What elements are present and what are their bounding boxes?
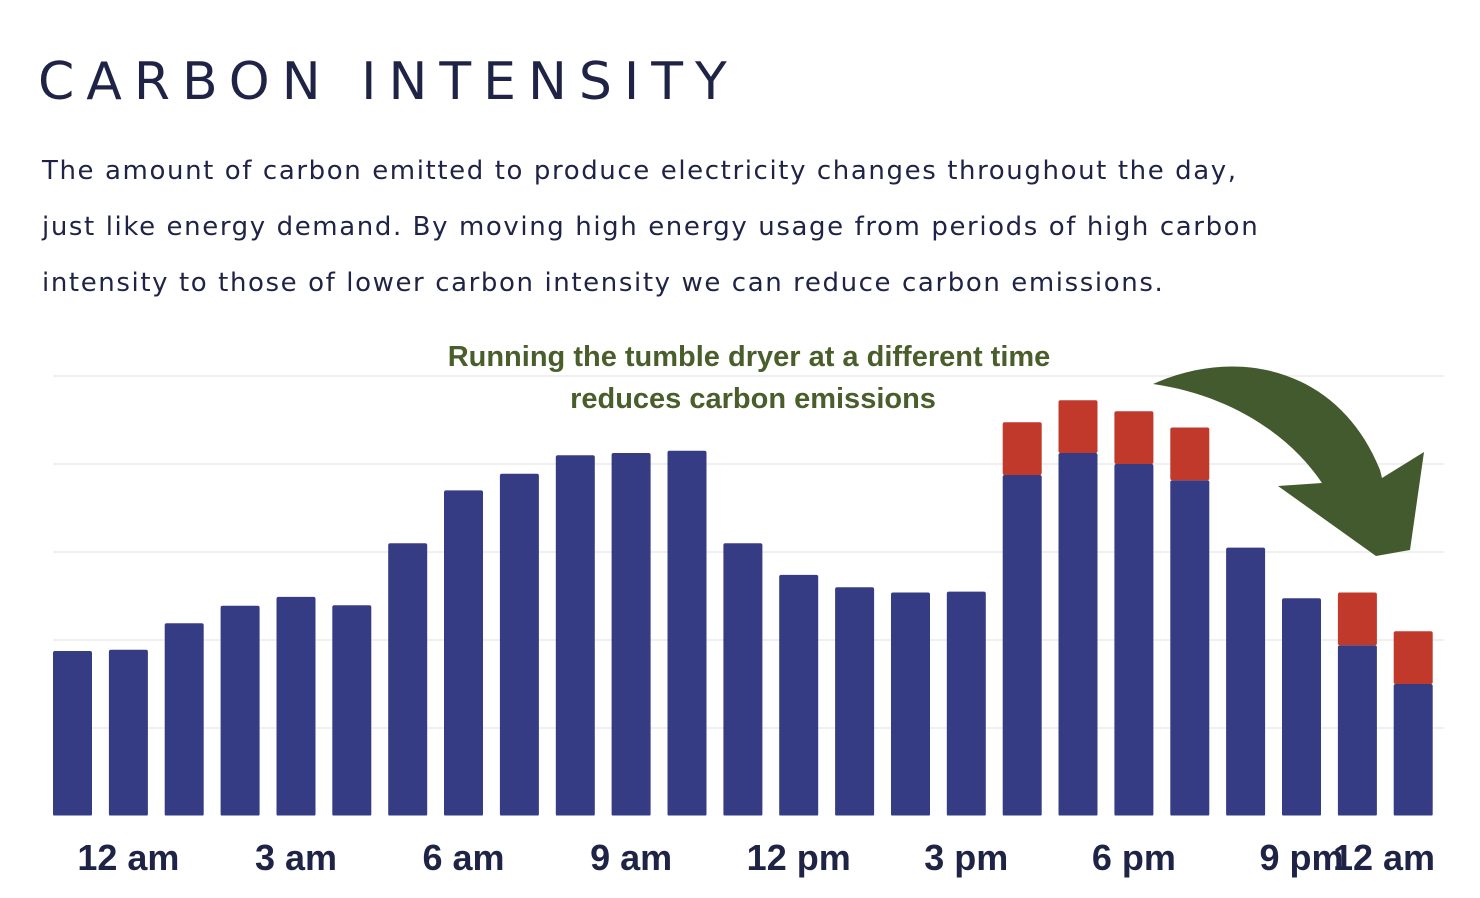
bar-14 bbox=[835, 587, 875, 816]
bar-20 bbox=[1170, 480, 1210, 816]
bar-22 bbox=[1282, 598, 1321, 816]
bar-19 bbox=[1114, 464, 1154, 816]
bar-shifted-17 bbox=[1002, 422, 1042, 475]
bar-shifted-24 bbox=[1393, 631, 1433, 684]
bar-9 bbox=[555, 455, 595, 816]
bar-5 bbox=[332, 605, 372, 816]
bar-6 bbox=[388, 543, 428, 816]
bar-17 bbox=[1002, 475, 1042, 816]
x-tick-label-2: 6 am bbox=[422, 837, 504, 878]
x-tick-label-3: 9 am bbox=[590, 837, 672, 878]
bar-10 bbox=[611, 453, 651, 816]
bar-3 bbox=[220, 605, 260, 816]
bar-16 bbox=[946, 591, 986, 816]
curved-arrow-icon bbox=[1153, 366, 1424, 556]
bar-13 bbox=[779, 574, 819, 816]
bar-15 bbox=[891, 592, 930, 816]
bars bbox=[53, 400, 1433, 816]
bar-18 bbox=[1058, 453, 1098, 816]
bar-8 bbox=[499, 473, 539, 816]
bar-12 bbox=[723, 543, 763, 816]
description-line-2: just like energy demand. By moving high … bbox=[42, 212, 1260, 242]
description-line-1: The amount of carbon emitted to produce … bbox=[42, 156, 1238, 186]
bar-shifted-20 bbox=[1170, 427, 1210, 481]
description: The amount of carbon emitted to produce … bbox=[42, 143, 1442, 311]
bar-shifted-19 bbox=[1114, 411, 1154, 464]
annotation-line-2: reduces carbon emissions bbox=[570, 383, 936, 415]
bar-4 bbox=[276, 596, 316, 816]
x-tick-label-0: 12 am bbox=[77, 837, 179, 878]
bar-24 bbox=[1393, 684, 1433, 816]
x-tick-label-4: 12 pm bbox=[747, 837, 851, 878]
x-tick-label-1: 3 am bbox=[255, 837, 337, 878]
bar-21 bbox=[1226, 547, 1266, 816]
bar-11 bbox=[667, 450, 707, 816]
x-tick-label-7: 9 pm bbox=[1259, 837, 1343, 878]
bar-shifted-23 bbox=[1337, 592, 1377, 646]
description-line-3: intensity to those of lower carbon inten… bbox=[42, 268, 1165, 298]
bar-23 bbox=[1337, 645, 1377, 816]
bar-0 bbox=[53, 651, 92, 816]
x-tick-label-6: 6 pm bbox=[1092, 837, 1176, 878]
x-tick-label-5: 3 pm bbox=[924, 837, 1008, 878]
bar-1 bbox=[108, 649, 148, 816]
bar-7 bbox=[444, 490, 483, 816]
bar-shifted-18 bbox=[1058, 400, 1098, 453]
page-title: CARBON INTENSITY bbox=[38, 52, 739, 112]
x-tick-label-8: 12 am bbox=[1333, 837, 1435, 878]
annotation-line-1: Running the tumble dryer at a different … bbox=[448, 341, 1051, 373]
bar-2 bbox=[164, 623, 204, 816]
